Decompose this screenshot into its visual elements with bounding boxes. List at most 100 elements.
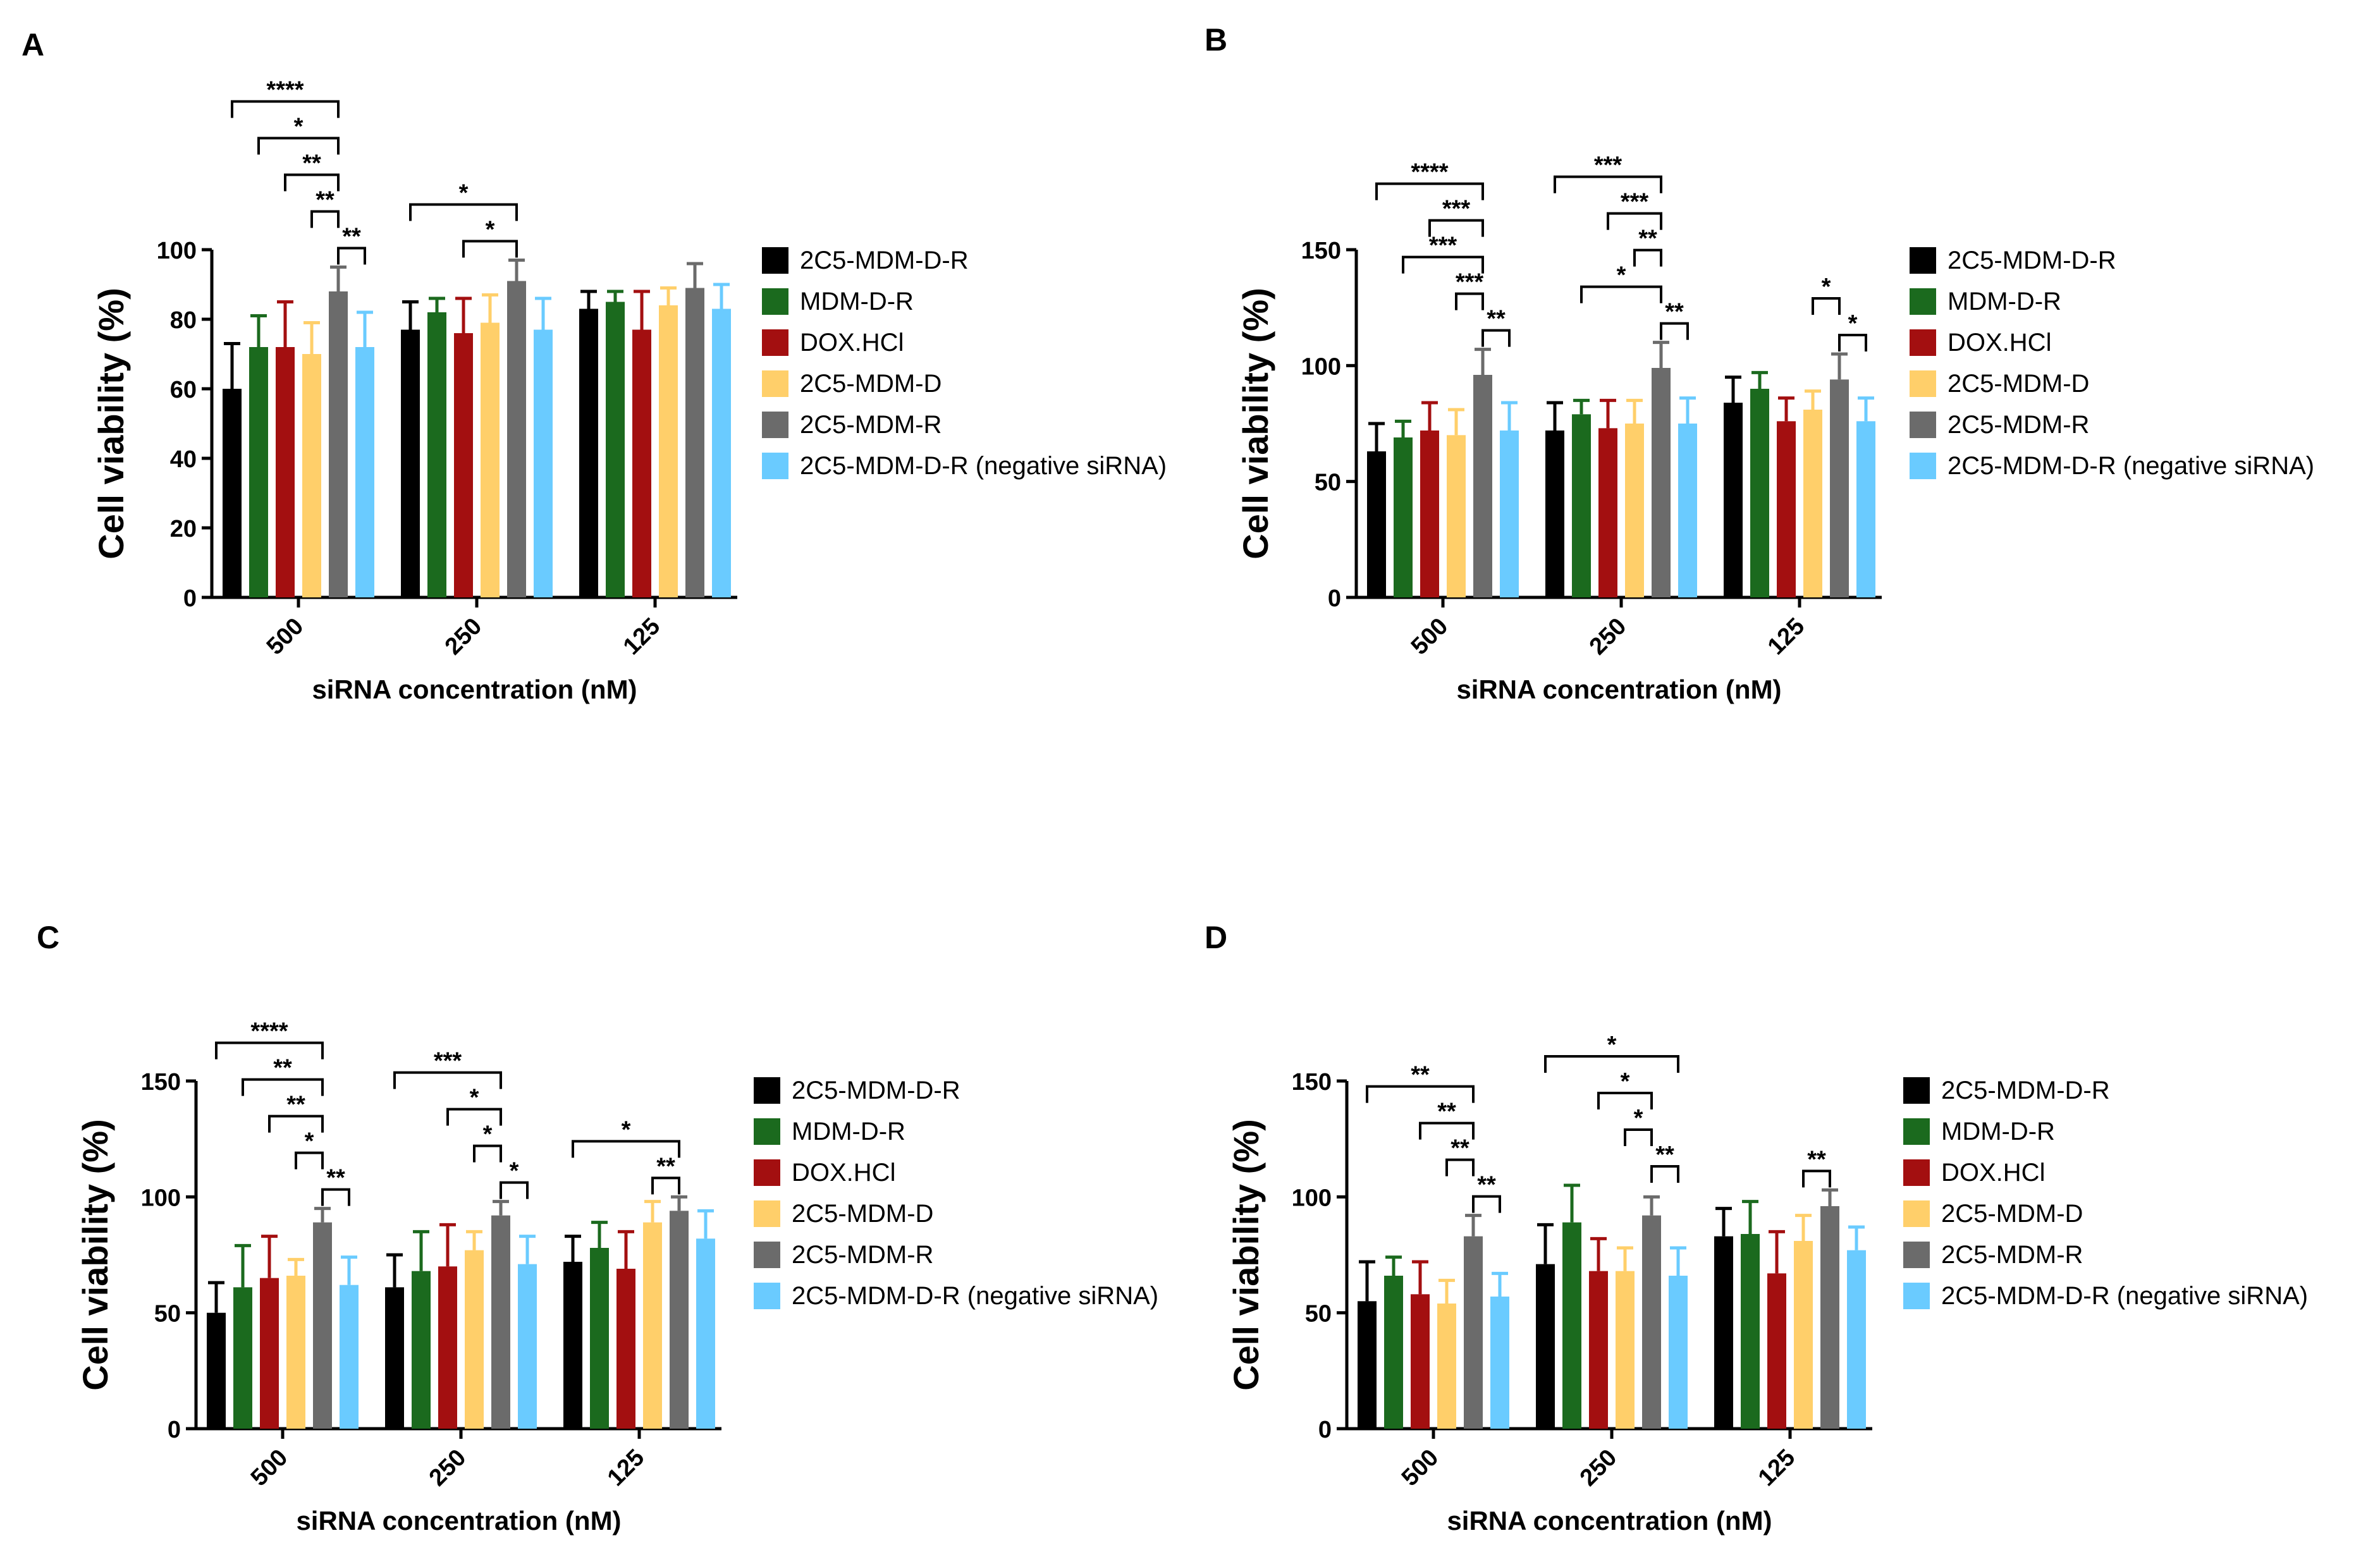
bar: [659, 305, 678, 597]
bar: [1384, 1276, 1403, 1429]
significance-label: *: [1634, 1105, 1643, 1132]
panel-label: C: [37, 920, 59, 955]
legend-swatch: [762, 288, 788, 315]
bar: [1830, 379, 1849, 597]
significance-label: *: [510, 1158, 519, 1185]
significance-label: ****: [250, 1018, 288, 1045]
legend-entry: 2C5-MDM-D: [800, 370, 942, 398]
legend-entry: 2C5-MDM-R: [800, 411, 942, 439]
significance-label: *: [294, 114, 304, 140]
bar: [1358, 1301, 1377, 1429]
bar: [563, 1262, 582, 1429]
bar: [616, 1269, 635, 1429]
legend-swatch: [762, 453, 788, 479]
y-tick-label: 50: [1315, 470, 1341, 496]
significance-label: **: [316, 187, 334, 214]
x-tick-label: 125: [1753, 1444, 1801, 1492]
significance-label: *: [1617, 262, 1626, 289]
legend-swatch: [1903, 1159, 1930, 1186]
significance-bracket: [268, 1114, 324, 1133]
significance-label: **: [1487, 306, 1506, 333]
x-tick-label: 125: [618, 613, 666, 661]
bar: [1678, 424, 1697, 597]
y-tick-label: 100: [141, 1185, 181, 1211]
bar: [1473, 375, 1492, 597]
bar: [1652, 368, 1671, 597]
bar: [1490, 1297, 1509, 1429]
significance-bracket: [1544, 1055, 1679, 1073]
bar: [1750, 389, 1769, 597]
legend-swatch: [754, 1200, 780, 1227]
significance-bracket: [1419, 1121, 1475, 1140]
significance-bracket: [500, 1181, 529, 1199]
y-tick-label: 150: [141, 1069, 181, 1096]
x-axis-title: siRNA concentration (nM): [296, 1506, 621, 1536]
bar: [207, 1312, 226, 1429]
significance-bracket: [310, 210, 340, 228]
significance-label: **: [1655, 1142, 1674, 1168]
bar: [1500, 431, 1519, 597]
significance-bracket: [231, 100, 340, 118]
bar: [534, 329, 553, 597]
bar: [1777, 421, 1796, 597]
bar: [1741, 1234, 1760, 1429]
y-tick-label: 0: [168, 1417, 181, 1443]
significance-bracket: [1650, 1165, 1679, 1183]
significance-bracket: [473, 1144, 502, 1163]
bar: [1669, 1276, 1688, 1429]
bar: [401, 329, 420, 597]
y-tick-label: 50: [154, 1301, 181, 1328]
significance-label: *: [459, 180, 469, 207]
bar: [427, 312, 446, 597]
x-tick-label: 250: [424, 1444, 472, 1492]
legend-entry: MDM-D-R: [792, 1118, 905, 1145]
y-axis-title: Cell viability (%): [75, 1119, 115, 1390]
bar: [696, 1238, 715, 1429]
y-tick-label: 0: [1318, 1417, 1332, 1443]
significance-bracket: [409, 203, 518, 221]
bar: [712, 308, 731, 597]
chart-panel-c: C 0 50 100 150 500 250 125 siRNA concentration (…: [37, 920, 1158, 1536]
legend-swatch: [754, 1242, 780, 1268]
y-axis-title: Cell viability (%): [91, 288, 131, 559]
y-tick-label: 60: [170, 377, 197, 403]
y-tick-label: 0: [183, 585, 197, 612]
significance-label: **: [1437, 1099, 1456, 1125]
y-tick-label: 100: [157, 238, 197, 264]
significance-bracket: [1812, 297, 1841, 315]
significance-label: **: [286, 1092, 305, 1118]
legend-entry: DOX.HCl: [1948, 329, 2051, 357]
legend-swatch: [1910, 247, 1936, 274]
legend-entry: DOX.HCl: [800, 329, 904, 357]
bar: [454, 333, 473, 597]
x-axis-title: siRNA concentration (nM): [1447, 1506, 1772, 1536]
legend-entry: MDM-D-R: [1948, 288, 2061, 315]
significance-label: *: [1607, 1032, 1617, 1058]
legend-swatch: [762, 247, 788, 274]
significance-bracket: [215, 1041, 324, 1060]
bar: [507, 281, 526, 597]
x-axis-title: siRNA concentration (nM): [312, 675, 637, 704]
significance-label: ****: [1411, 159, 1448, 186]
bar: [1767, 1273, 1786, 1429]
y-tick-label: 100: [1301, 353, 1341, 380]
bar: [223, 389, 242, 597]
significance-bracket: [321, 1188, 350, 1206]
significance-label: *: [1822, 274, 1831, 300]
significance-label: **: [656, 1153, 675, 1180]
bar: [643, 1222, 662, 1429]
bar: [1394, 437, 1413, 597]
significance-bracket: [1580, 285, 1662, 303]
x-tick-label: 125: [1763, 613, 1810, 661]
significance-label: **: [326, 1165, 345, 1192]
legend-swatch: [1910, 453, 1936, 479]
y-tick-label: 150: [1301, 238, 1341, 264]
significance-bracket: [1481, 329, 1511, 347]
legend-swatch: [1910, 412, 1936, 438]
significance-bracket: [1802, 1169, 1831, 1188]
bar: [1589, 1271, 1608, 1429]
significance-bracket: [1838, 334, 1867, 351]
bar: [1572, 414, 1591, 597]
bar: [276, 347, 295, 597]
